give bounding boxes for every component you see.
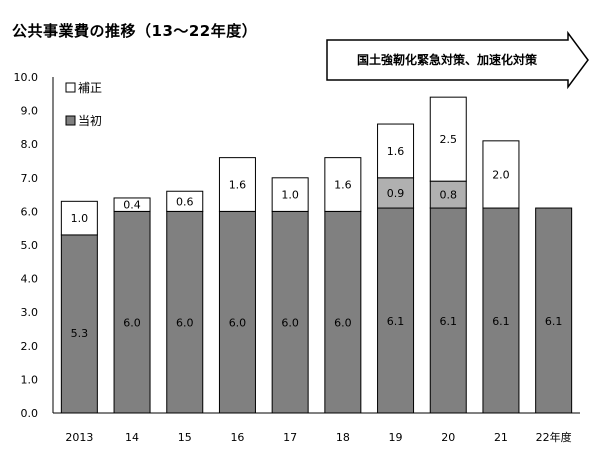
bar-segment (377, 123, 415, 179)
annotation-arrow (326, 30, 589, 90)
legend-swatch (65, 82, 76, 93)
data-label: 6.0 (334, 316, 352, 329)
y-tick-label: 10.0 (14, 71, 39, 84)
data-label: 6.1 (387, 315, 405, 328)
annotation-text: 国土強靭化緊急対策、加速化対策 (357, 52, 538, 67)
bar-segment (377, 207, 415, 414)
bar-segment (113, 210, 151, 414)
data-label: 1.0 (71, 212, 89, 225)
data-label: 6.0 (123, 316, 141, 329)
legend-label: 当初 (78, 114, 102, 128)
x-tick-label: 19 (389, 431, 403, 444)
y-tick-label: 9.0 (21, 105, 39, 118)
data-label: 6.1 (440, 315, 458, 328)
bar-segment (166, 210, 204, 414)
bar-segment (377, 177, 415, 209)
bar-segment (324, 157, 362, 212)
x-tick-label: 21 (494, 431, 508, 444)
y-tick-label: 2.0 (21, 340, 39, 353)
bar-segment (429, 96, 467, 182)
data-label: 1.6 (387, 145, 405, 158)
y-tick-label: 6.0 (21, 205, 39, 218)
x-tick-label: 20 (441, 431, 455, 444)
y-tick-label: 1.0 (21, 373, 39, 386)
bar-segment (166, 190, 204, 212)
data-label: 6.0 (229, 316, 247, 329)
y-tick-label: 8.0 (21, 138, 39, 151)
chart-title: 公共事業費の推移（13〜22年度） (12, 22, 258, 40)
x-tick-label: 17 (283, 431, 297, 444)
data-label: 6.1 (545, 315, 563, 328)
bar-segment (429, 207, 467, 414)
bar-segment (271, 177, 309, 212)
bar-segment (218, 210, 256, 414)
x-tick-label: 16 (230, 431, 244, 444)
x-tick-label: 14 (125, 431, 139, 444)
y-tick-label: 0.0 (21, 407, 39, 420)
data-label: 2.5 (440, 133, 458, 146)
data-label: 0.9 (387, 187, 405, 200)
data-label: 6.0 (281, 316, 299, 329)
bar-segment (324, 210, 362, 414)
y-tick-label: 5.0 (21, 239, 39, 252)
x-tick-label: 2013 (65, 431, 93, 444)
data-label: 6.1 (492, 315, 510, 328)
y-tick-label: 4.0 (21, 273, 39, 286)
bar-segment (535, 207, 573, 414)
bar-segment (482, 140, 520, 209)
bar-segment (482, 207, 520, 414)
x-tick-label: 15 (178, 431, 192, 444)
data-label: 0.8 (440, 189, 458, 202)
data-label: 0.6 (176, 195, 194, 208)
bar-segment (113, 197, 151, 212)
x-tick-label: 22年度 (536, 430, 572, 444)
x-tick-label: 18 (336, 431, 350, 444)
bar-segment (271, 210, 309, 414)
y-tick-label: 3.0 (21, 306, 39, 319)
data-label: 5.3 (71, 327, 89, 340)
data-label: 1.6 (334, 179, 352, 192)
legend-label: 補正 (78, 81, 102, 95)
legend-swatch (65, 115, 76, 126)
data-label: 1.6 (229, 179, 247, 192)
y-tick-label: 7.0 (21, 172, 39, 185)
bar-segment (429, 180, 467, 209)
data-label: 2.0 (492, 168, 510, 181)
bar-segment (60, 200, 98, 236)
bar-segment (218, 157, 256, 212)
data-label: 1.0 (281, 189, 299, 202)
data-label: 6.0 (176, 316, 194, 329)
bar-segment (60, 234, 98, 414)
data-label: 0.4 (123, 199, 141, 212)
